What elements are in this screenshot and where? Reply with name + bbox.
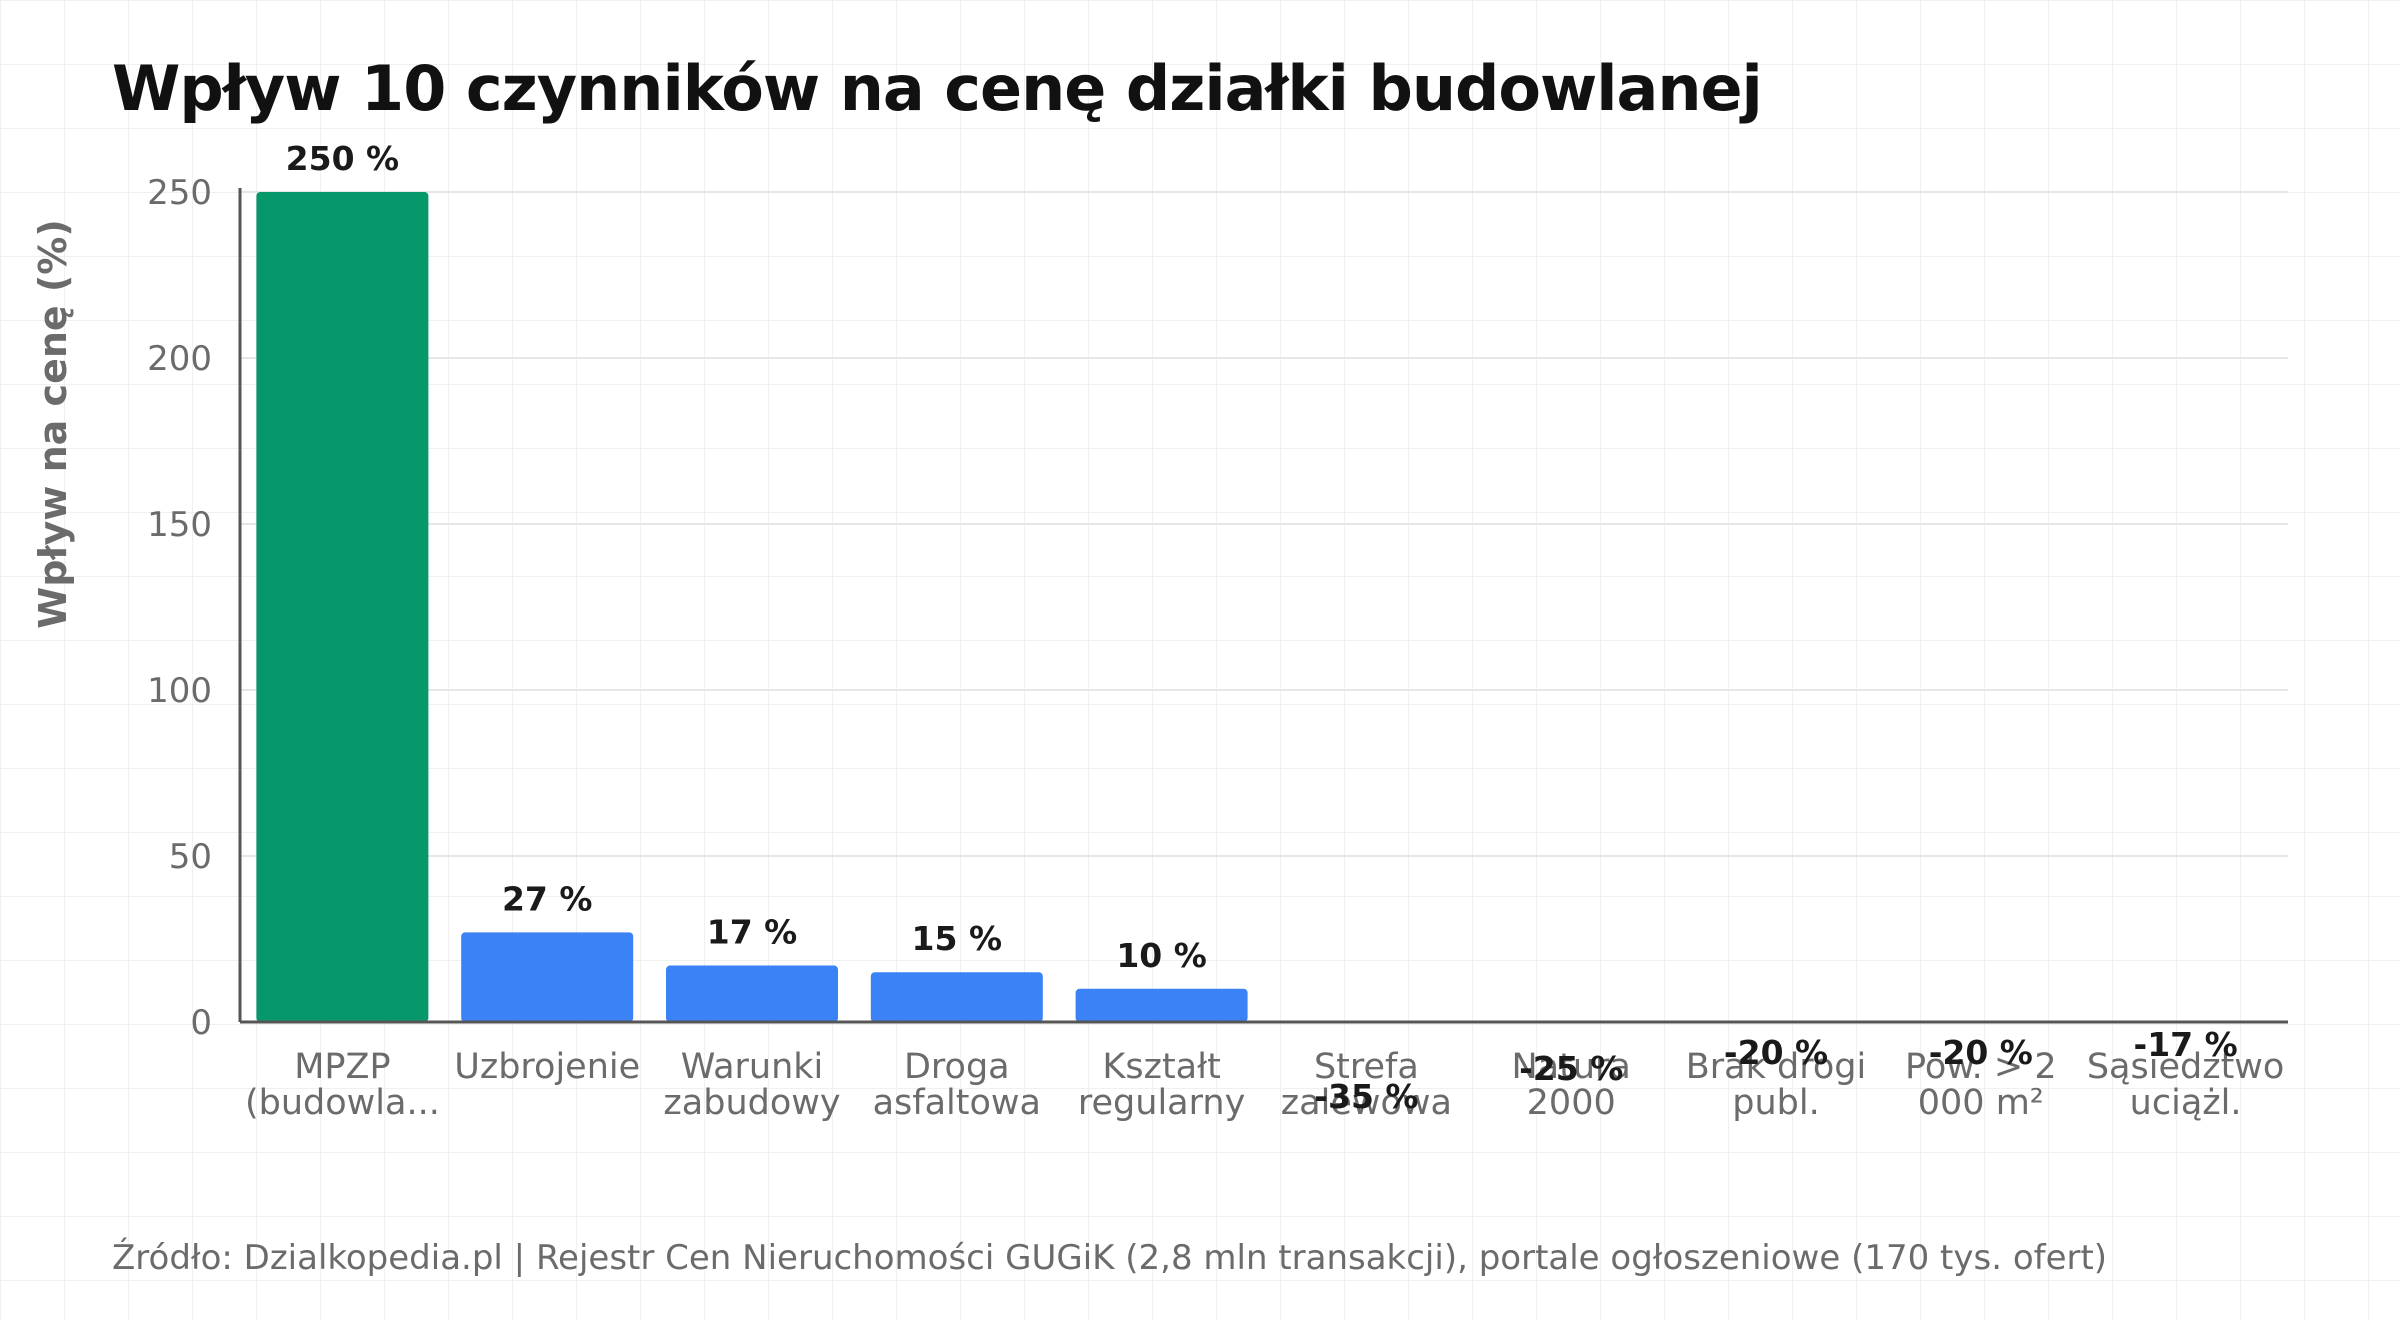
y-tick-label: 250 xyxy=(147,173,212,213)
category-label: Uzbrojenie xyxy=(454,1047,640,1087)
y-axis-title: Wpływ na cenę (%) xyxy=(31,219,75,628)
data-label: 250 % xyxy=(286,139,399,178)
category-label-line: uciążl. xyxy=(2130,1083,2242,1123)
category-label-line: Strefa xyxy=(1314,1047,1419,1087)
category-label-line: 2000 xyxy=(1527,1083,1616,1123)
axes xyxy=(238,188,2288,1024)
y-tick-label: 200 xyxy=(147,339,212,379)
category-label-line: zabudowy xyxy=(663,1083,840,1123)
data-labels: 250 % 27 % 17 % 15 % 10 % -35 % -25 % -20 % -20 … xyxy=(286,139,2238,1116)
gridlines xyxy=(240,191,2288,857)
category-label-line: 000 m² xyxy=(1918,1083,2044,1123)
source-note: Źródło: Dzialkopedia.pl | Rejestr Cen Ni… xyxy=(112,1238,2108,1278)
data-label: -17 % xyxy=(2134,1025,2238,1064)
category-label-line: Warunki xyxy=(681,1047,824,1087)
category-label: Strefa zalewowa xyxy=(1281,1047,1452,1123)
category-label: Pow. > 2 000 m² xyxy=(1905,1047,2057,1123)
bars xyxy=(256,192,1248,1022)
category-label-line: asfaltowa xyxy=(873,1083,1041,1123)
category-label-line: Sąsiedztwo xyxy=(2087,1047,2285,1087)
data-label: 15 % xyxy=(912,919,1002,958)
bar xyxy=(461,932,634,1022)
category-label: Kształt regularny xyxy=(1078,1047,1245,1123)
category-label: Natura 2000 xyxy=(1512,1047,1631,1123)
category-label-line: publ. xyxy=(1732,1083,1819,1123)
data-label: -20 % xyxy=(1724,1033,1828,1072)
bar xyxy=(666,965,838,1022)
y-tick-label: 100 xyxy=(147,671,212,711)
category-label-line: Brak drogi xyxy=(1686,1047,1866,1087)
category-label-line: Pow. > 2 xyxy=(1905,1047,2057,1087)
data-label: 17 % xyxy=(707,913,797,952)
data-label: 10 % xyxy=(1116,936,1206,975)
y-tick-label: 0 xyxy=(190,1003,212,1043)
category-label-line: Uzbrojenie xyxy=(454,1047,640,1087)
category-label-line: Droga xyxy=(904,1047,1010,1087)
bar xyxy=(870,972,1043,1022)
category-label-line: regularny xyxy=(1078,1083,1245,1123)
y-tick-label: 50 xyxy=(169,837,212,877)
category-label-line: (budowla... xyxy=(245,1083,440,1123)
category-label: Droga asfaltowa xyxy=(873,1047,1041,1123)
category-label: Brak drogi publ. xyxy=(1686,1047,1866,1123)
category-label-line: Kształt xyxy=(1102,1047,1220,1087)
data-label: -25 % xyxy=(1519,1049,1623,1088)
bar xyxy=(256,192,429,1022)
category-label-line: Natura xyxy=(1512,1047,1631,1087)
data-label: -35 % xyxy=(1314,1077,1418,1116)
category-label: Warunki zabudowy xyxy=(663,1047,840,1123)
category-label-line: zalewowa xyxy=(1281,1083,1452,1123)
y-tick-labels: 0 50 100 150 200 250 xyxy=(147,173,212,1043)
category-label: Sąsiedztwo uciążl. xyxy=(2087,1047,2285,1123)
category-label: MPZP (budowla... xyxy=(245,1047,440,1123)
data-label: 27 % xyxy=(502,879,592,918)
chart-title: Wpływ 10 czynników na cenę działki budow… xyxy=(112,52,1763,125)
y-tick-label: 150 xyxy=(147,505,212,545)
bar xyxy=(1075,988,1248,1022)
category-label-line: MPZP xyxy=(294,1047,390,1087)
data-label: -20 % xyxy=(1929,1033,2033,1072)
category-labels: MPZP (budowla... Uzbrojenie Warunki zabudowy… xyxy=(245,1047,2284,1123)
